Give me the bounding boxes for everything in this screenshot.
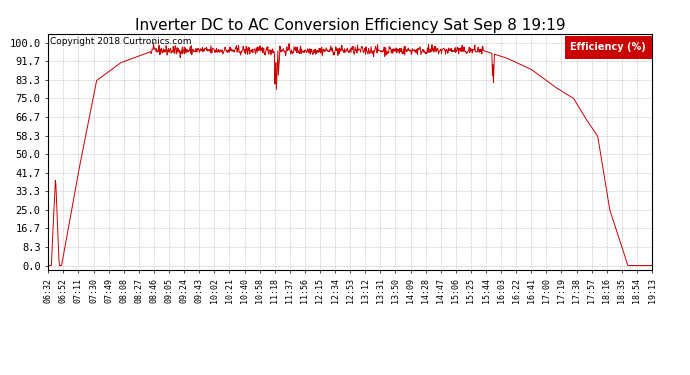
Text: Copyright 2018 Curtronics.com: Copyright 2018 Curtronics.com [50, 37, 191, 46]
Title: Inverter DC to AC Conversion Efficiency Sat Sep 8 19:19: Inverter DC to AC Conversion Efficiency … [135, 18, 566, 33]
